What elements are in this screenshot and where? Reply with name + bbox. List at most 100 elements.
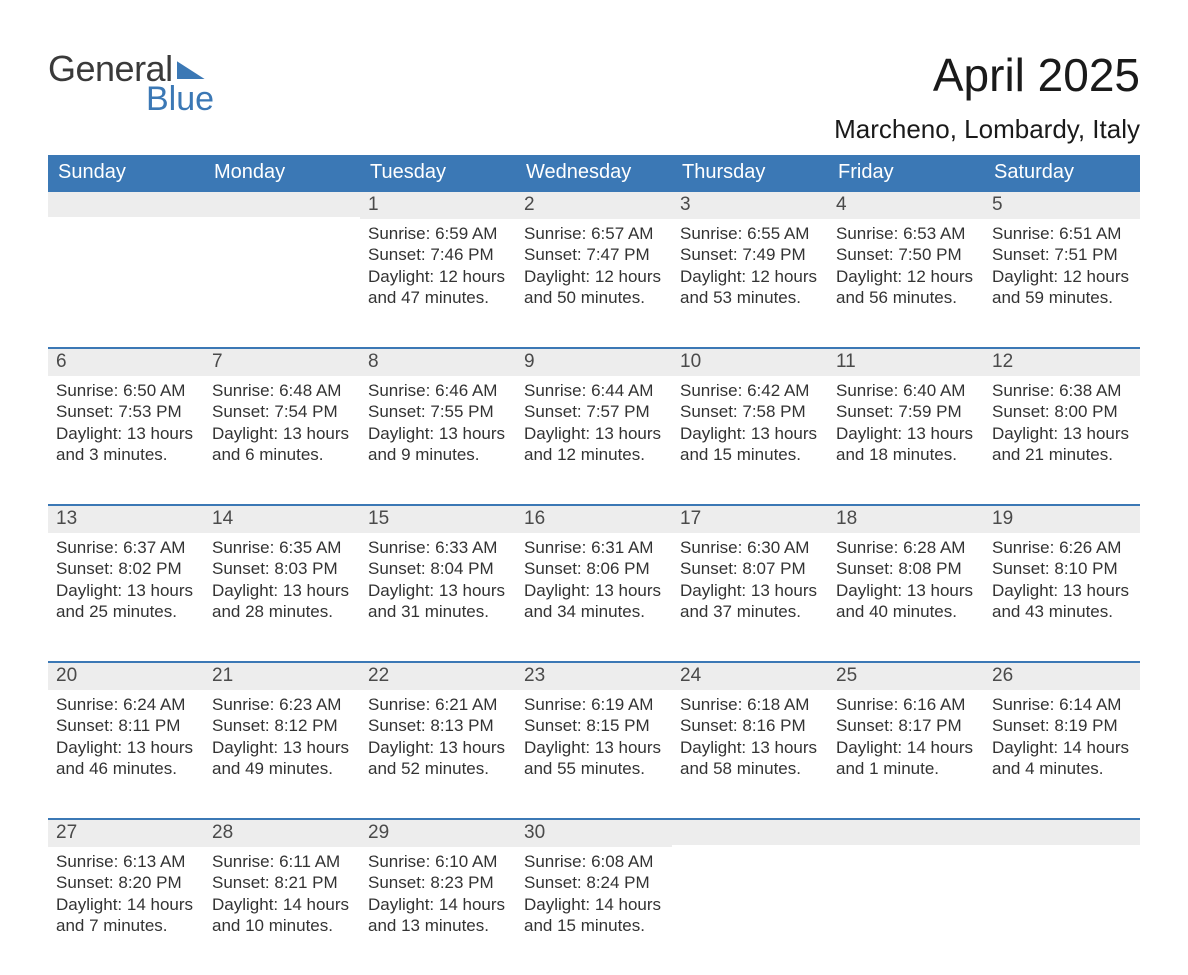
day-info: Sunrise: 6:28 AMSunset: 8:08 PMDaylight:…	[828, 533, 984, 632]
day-info-line: Sunset: 8:04 PM	[368, 558, 508, 579]
day-info-line: and 40 minutes.	[836, 601, 976, 622]
day-info-line: Sunrise: 6:31 AM	[524, 537, 664, 558]
day-info-line: and 25 minutes.	[56, 601, 196, 622]
day-info: Sunrise: 6:23 AMSunset: 8:12 PMDaylight:…	[204, 690, 360, 789]
calendar-header-row: Sunday Monday Tuesday Wednesday Thursday…	[48, 155, 1140, 190]
day-info-line: and 31 minutes.	[368, 601, 508, 622]
day-cell: Sunrise: 6:10 AMSunset: 8:23 PMDaylight:…	[360, 847, 516, 975]
day-cell	[672, 847, 828, 975]
day-cell: Sunrise: 6:51 AMSunset: 7:51 PMDaylight:…	[984, 219, 1140, 347]
day-info-line: Sunrise: 6:23 AM	[212, 694, 352, 715]
day-info-line: Sunset: 8:13 PM	[368, 715, 508, 736]
day-number	[984, 818, 1140, 845]
day-info-line: Sunrise: 6:13 AM	[56, 851, 196, 872]
day-info-line: Daylight: 13 hours	[680, 423, 820, 444]
day-info-line: and 58 minutes.	[680, 758, 820, 779]
calendar-body: 12345Sunrise: 6:59 AMSunset: 7:46 PMDayl…	[48, 190, 1140, 975]
day-number: 9	[516, 347, 672, 376]
location-text: Marcheno, Lombardy, Italy	[834, 114, 1140, 145]
page-header: General Blue April 2025 Marcheno, Lombar…	[48, 48, 1140, 145]
day-number	[204, 190, 360, 217]
day-info-line: Sunrise: 6:21 AM	[368, 694, 508, 715]
day-info-line: Daylight: 12 hours	[992, 266, 1132, 287]
day-info-line: Sunrise: 6:53 AM	[836, 223, 976, 244]
day-info-line: Daylight: 14 hours	[836, 737, 976, 758]
day-info-line: Sunrise: 6:16 AM	[836, 694, 976, 715]
day-number: 30	[516, 818, 672, 847]
day-info-line: Sunrise: 6:59 AM	[368, 223, 508, 244]
day-info-line: Daylight: 12 hours	[368, 266, 508, 287]
day-cell: Sunrise: 6:26 AMSunset: 8:10 PMDaylight:…	[984, 533, 1140, 661]
day-info-line: Daylight: 14 hours	[212, 894, 352, 915]
day-number: 3	[672, 190, 828, 219]
day-info: Sunrise: 6:42 AMSunset: 7:58 PMDaylight:…	[672, 376, 828, 475]
day-info-line: Daylight: 13 hours	[680, 737, 820, 758]
day-info-line: and 21 minutes.	[992, 444, 1132, 465]
day-info-line: and 6 minutes.	[212, 444, 352, 465]
day-number: 10	[672, 347, 828, 376]
day-number: 8	[360, 347, 516, 376]
day-info: Sunrise: 6:57 AMSunset: 7:47 PMDaylight:…	[516, 219, 672, 318]
day-info: Sunrise: 6:10 AMSunset: 8:23 PMDaylight:…	[360, 847, 516, 946]
day-info: Sunrise: 6:14 AMSunset: 8:19 PMDaylight:…	[984, 690, 1140, 789]
day-info: Sunrise: 6:38 AMSunset: 8:00 PMDaylight:…	[984, 376, 1140, 475]
day-info-line: and 1 minute.	[836, 758, 976, 779]
day-cell: Sunrise: 6:55 AMSunset: 7:49 PMDaylight:…	[672, 219, 828, 347]
day-info-line: Sunrise: 6:18 AM	[680, 694, 820, 715]
day-number: 5	[984, 190, 1140, 219]
day-cell: Sunrise: 6:50 AMSunset: 7:53 PMDaylight:…	[48, 376, 204, 504]
day-info: Sunrise: 6:59 AMSunset: 7:46 PMDaylight:…	[360, 219, 516, 318]
day-info-line: Daylight: 13 hours	[836, 580, 976, 601]
day-number: 27	[48, 818, 204, 847]
day-info: Sunrise: 6:26 AMSunset: 8:10 PMDaylight:…	[984, 533, 1140, 632]
day-info-line: Daylight: 13 hours	[212, 737, 352, 758]
day-info-line: Sunset: 8:19 PM	[992, 715, 1132, 736]
day-cell	[984, 847, 1140, 975]
day-info-line: and 46 minutes.	[56, 758, 196, 779]
day-cell: Sunrise: 6:37 AMSunset: 8:02 PMDaylight:…	[48, 533, 204, 661]
day-cell: Sunrise: 6:57 AMSunset: 7:47 PMDaylight:…	[516, 219, 672, 347]
day-info-line: Sunset: 7:46 PM	[368, 244, 508, 265]
day-info-line: Sunset: 8:20 PM	[56, 872, 196, 893]
day-info-line: Daylight: 13 hours	[368, 737, 508, 758]
day-cell: Sunrise: 6:08 AMSunset: 8:24 PMDaylight:…	[516, 847, 672, 975]
day-info-line: Sunset: 8:16 PM	[680, 715, 820, 736]
day-info-line: and 34 minutes.	[524, 601, 664, 622]
day-info-line: Sunset: 8:02 PM	[56, 558, 196, 579]
day-number: 12	[984, 347, 1140, 376]
day-cell: Sunrise: 6:19 AMSunset: 8:15 PMDaylight:…	[516, 690, 672, 818]
day-cell: Sunrise: 6:48 AMSunset: 7:54 PMDaylight:…	[204, 376, 360, 504]
day-info-line: Daylight: 12 hours	[524, 266, 664, 287]
day-number: 13	[48, 504, 204, 533]
day-info-line: Sunset: 8:06 PM	[524, 558, 664, 579]
day-info-line: Sunrise: 6:33 AM	[368, 537, 508, 558]
day-info: Sunrise: 6:55 AMSunset: 7:49 PMDaylight:…	[672, 219, 828, 318]
day-info-line: Sunrise: 6:11 AM	[212, 851, 352, 872]
day-info-line: Sunset: 7:55 PM	[368, 401, 508, 422]
day-info-line: Sunset: 7:57 PM	[524, 401, 664, 422]
day-info-line: and 59 minutes.	[992, 287, 1132, 308]
day-info-line: Sunset: 7:53 PM	[56, 401, 196, 422]
day-info: Sunrise: 6:19 AMSunset: 8:15 PMDaylight:…	[516, 690, 672, 789]
day-number: 25	[828, 661, 984, 690]
day-info: Sunrise: 6:33 AMSunset: 8:04 PMDaylight:…	[360, 533, 516, 632]
day-number: 19	[984, 504, 1140, 533]
day-info-line: Sunset: 8:21 PM	[212, 872, 352, 893]
weekday-header: Thursday	[672, 155, 828, 190]
weekday-header: Saturday	[984, 155, 1140, 190]
day-number: 11	[828, 347, 984, 376]
weekday-header: Wednesday	[516, 155, 672, 190]
day-info-line: Sunrise: 6:44 AM	[524, 380, 664, 401]
day-number: 15	[360, 504, 516, 533]
day-info-line: Sunset: 7:59 PM	[836, 401, 976, 422]
day-info-line: Sunrise: 6:57 AM	[524, 223, 664, 244]
logo-flag-icon	[177, 61, 205, 79]
day-cell: Sunrise: 6:16 AMSunset: 8:17 PMDaylight:…	[828, 690, 984, 818]
day-info-line: Sunset: 7:49 PM	[680, 244, 820, 265]
day-info-line: Daylight: 13 hours	[524, 580, 664, 601]
day-number: 14	[204, 504, 360, 533]
day-info: Sunrise: 6:16 AMSunset: 8:17 PMDaylight:…	[828, 690, 984, 789]
day-info-line: Daylight: 13 hours	[56, 737, 196, 758]
day-info: Sunrise: 6:18 AMSunset: 8:16 PMDaylight:…	[672, 690, 828, 789]
calendar-table: Sunday Monday Tuesday Wednesday Thursday…	[48, 155, 1140, 975]
